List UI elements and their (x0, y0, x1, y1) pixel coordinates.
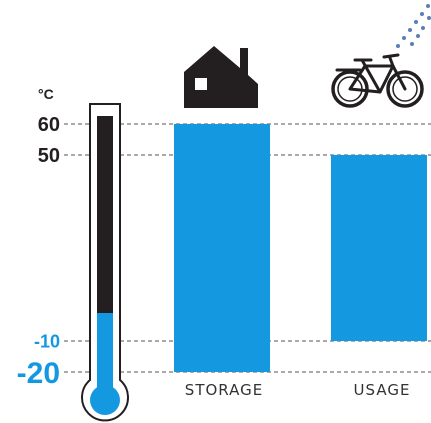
thermometer-range-fill (97, 116, 113, 313)
bar-storage (174, 124, 270, 372)
thermometer-cold-fill (97, 313, 113, 400)
house-icon (184, 46, 258, 108)
y-tick-label: -20 (17, 357, 60, 390)
thermometer (81, 103, 129, 422)
thermometer-bulb (90, 385, 120, 415)
range-bars (174, 124, 427, 372)
category-labels: STORAGE USAGE (185, 381, 411, 399)
unit-label: °C (38, 86, 54, 102)
y-tick-label: 50 (38, 145, 60, 167)
bicycle-rain-icon (331, 4, 431, 108)
y-tick-label: -10 (34, 331, 60, 351)
category-label: STORAGE (185, 381, 263, 399)
bar-usage (331, 155, 427, 341)
category-label: USAGE (354, 381, 411, 399)
y-tick-label: 60 (38, 114, 60, 136)
y-tick-labels: 60 50 -10 -20 (17, 114, 60, 390)
